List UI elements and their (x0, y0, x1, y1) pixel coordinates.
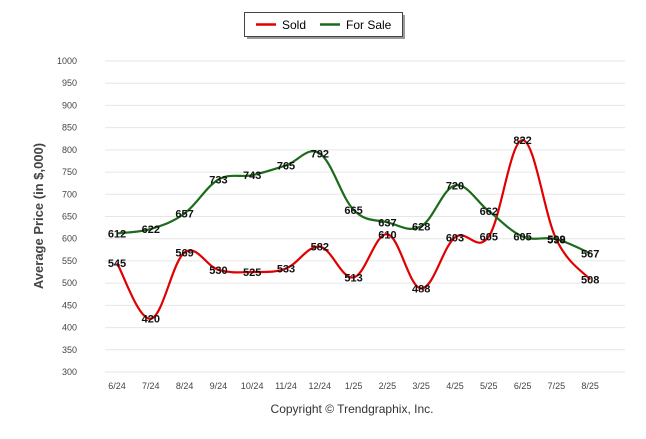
x-tick-label: 2/25 (379, 381, 397, 391)
y-tick-label: 750 (62, 167, 77, 177)
y-axis-ticks: 300 350 400 450 500 550 600 650 700 750 800 850 900 9… (57, 56, 77, 377)
y-tick-label: 950 (62, 78, 77, 88)
data-label-for-sale: 599 (547, 234, 565, 246)
data-labels: 545 420 569 530 525 533 582 513 610 488 603 605 822 5… (108, 135, 600, 326)
series-line-for-sale (116, 150, 591, 255)
legend-label-for-sale: For Sale (346, 18, 392, 32)
x-tick-label: 11/24 (275, 381, 297, 391)
y-tick-label: 600 (62, 234, 77, 244)
data-label-sold: 569 (175, 247, 193, 259)
legend-items: Sold For Sale (256, 18, 392, 32)
y-tick-label: 350 (62, 345, 77, 355)
data-label-for-sale: 765 (277, 160, 295, 172)
data-label-sold: 488 (412, 283, 430, 295)
x-tick-label: 10/24 (241, 381, 264, 391)
y-tick-label: 1000 (57, 56, 77, 66)
x-tick-label: 7/25 (548, 381, 566, 391)
data-label-sold: 610 (378, 229, 396, 241)
data-label-for-sale: 622 (142, 224, 160, 236)
x-tick-label: 6/25 (514, 381, 532, 391)
y-tick-label: 300 (62, 367, 77, 377)
data-label-for-sale: 612 (108, 228, 126, 240)
data-label-sold: 582 (311, 242, 329, 254)
data-label-for-sale: 733 (209, 175, 227, 187)
y-tick-label: 500 (62, 278, 77, 288)
data-label-sold: 530 (209, 265, 227, 277)
data-label-for-sale: 637 (378, 217, 396, 229)
y-tick-label: 850 (62, 123, 77, 133)
series-line-sold (116, 138, 592, 320)
y-tick-label: 550 (62, 256, 77, 266)
data-label-sold: 420 (142, 314, 160, 326)
legend-label-sold: Sold (282, 18, 306, 32)
data-label-for-sale: 605 (513, 231, 531, 243)
y-tick-label: 400 (62, 323, 77, 333)
data-label-sold: 605 (480, 231, 498, 243)
data-label-for-sale: 657 (175, 208, 193, 220)
data-label-sold: 822 (513, 135, 531, 147)
y-tick-label: 450 (62, 300, 77, 310)
x-tick-label: 4/25 (446, 381, 464, 391)
y-axis-label: Average Price (in $,000) (31, 143, 46, 289)
x-tick-label: 8/24 (176, 381, 194, 391)
x-tick-label: 9/24 (210, 381, 228, 391)
x-axis-ticks: 6/24 7/24 8/24 9/24 10/24 11/24 12/24 1/25 2/25 3… (108, 381, 599, 391)
data-label-sold: 598 (547, 235, 565, 247)
series-lines (116, 138, 592, 320)
data-label-sold: 525 (243, 267, 261, 279)
x-tick-label: 7/24 (142, 381, 160, 391)
y-tick-label: 800 (62, 145, 77, 155)
data-label-sold: 533 (277, 263, 295, 275)
data-label-for-sale: 567 (581, 248, 599, 260)
grid-lines (105, 60, 625, 373)
data-label-sold: 508 (581, 275, 599, 287)
data-label-sold: 545 (108, 258, 126, 270)
x-tick-label: 1/25 (345, 381, 363, 391)
data-label-for-sale: 743 (243, 170, 261, 182)
y-tick-label: 700 (62, 189, 77, 199)
x-tick-label: 3/25 (412, 381, 430, 391)
data-label-for-sale: 665 (344, 205, 362, 217)
x-tick-label: 6/24 (108, 381, 126, 391)
legend: Sold For Sale (244, 12, 405, 39)
data-label-sold: 513 (344, 272, 362, 284)
data-label-sold: 603 (446, 232, 464, 244)
x-tick-label: 5/25 (480, 381, 498, 391)
x-tick-label: 8/25 (581, 381, 599, 391)
y-tick-label: 900 (62, 100, 77, 110)
data-label-for-sale: 720 (446, 180, 464, 192)
data-label-for-sale: 792 (311, 148, 329, 160)
y-tick-label: 650 (62, 212, 77, 222)
copyright-footer: Copyright © Trendgraphix, Inc. (271, 402, 434, 416)
data-label-for-sale: 662 (480, 206, 498, 218)
data-label-for-sale: 628 (412, 221, 430, 233)
x-tick-label: 12/24 (309, 381, 332, 391)
